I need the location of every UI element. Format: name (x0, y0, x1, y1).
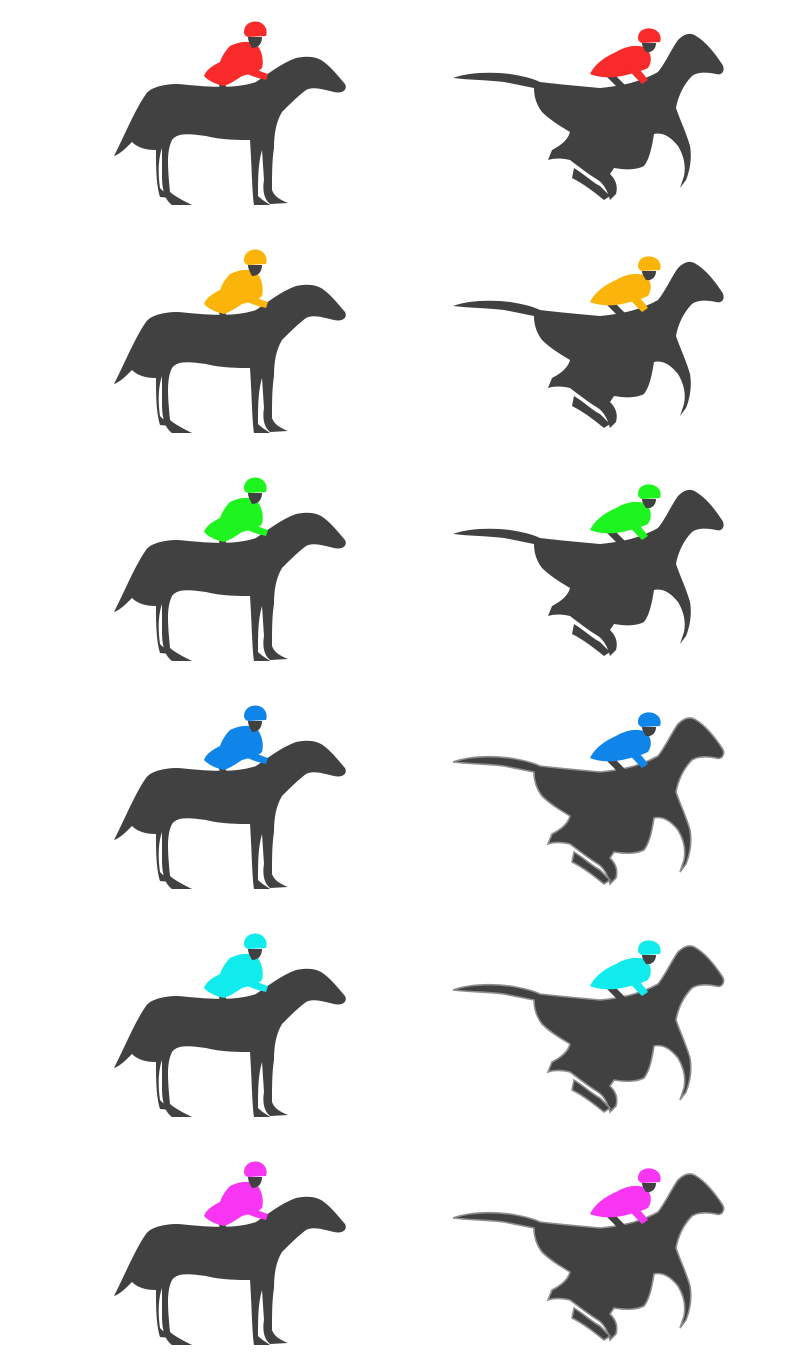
galloping-horse-hind-leg (572, 624, 610, 656)
galloping-jockey-horse-sprite (453, 28, 724, 201)
standing-horse-silhouette (114, 968, 346, 1117)
galloping-horse-hind-leg (571, 1306, 612, 1341)
standing-jockey-arm (240, 748, 268, 764)
standing-horse-silhouette (114, 1196, 346, 1345)
standing-jockey-helmet (244, 477, 267, 493)
standing-jockey-leg (218, 1220, 232, 1242)
standing-jockey-face (248, 721, 262, 732)
galloping-horse-silhouette (453, 489, 724, 656)
galloping-jockey-face (642, 1183, 656, 1193)
standing-jockey-arm (240, 976, 268, 992)
galloping-jockey-arm (626, 290, 648, 312)
galloping-jockey-horse-sprite (452, 1168, 725, 1342)
standing-jockey-arm (240, 64, 268, 80)
galloping-jockey-horse-sprite (453, 484, 724, 656)
standing-jockey-helmet (244, 1161, 267, 1177)
galloping-jockey-face (642, 955, 656, 965)
standing-jockey-arm (240, 1204, 268, 1220)
sprite-row-3 (114, 477, 724, 661)
galloping-jockey-arm (626, 518, 648, 540)
galloping-jockey-helmet (638, 940, 661, 955)
standing-horse-silhouette (114, 740, 346, 889)
standing-jockey-silks (204, 269, 263, 314)
galloping-horse-hind-leg (572, 396, 610, 428)
standing-jockey-horse-sprite (114, 1161, 346, 1345)
standing-jockey-horse-sprite (114, 705, 346, 889)
standing-jockey-helmet (244, 21, 267, 37)
standing-jockey-face (248, 493, 262, 504)
galloping-jockey-face (642, 727, 656, 737)
galloping-jockey-helmet (638, 256, 661, 271)
galloping-horse-silhouette (452, 717, 725, 886)
galloping-horse-silhouette (452, 945, 725, 1114)
sprite-row-2 (114, 249, 724, 433)
galloping-jockey-arm (626, 746, 648, 768)
galloping-jockey-face (642, 43, 656, 53)
standing-horse-silhouette (114, 56, 346, 205)
galloping-horse-silhouette (452, 1173, 725, 1342)
galloping-jockey-helmet (638, 484, 661, 499)
standing-jockey-helmet (244, 933, 267, 949)
standing-jockey-leg (218, 536, 232, 558)
galloping-jockey-arm (626, 1202, 648, 1224)
sprite-rows (114, 21, 725, 1345)
sprite-row-4 (114, 705, 725, 889)
galloping-jockey-face (642, 499, 656, 509)
standing-jockey-horse-sprite (114, 933, 346, 1117)
standing-jockey-leg (218, 992, 232, 1014)
galloping-jockey-arm (626, 974, 648, 996)
galloping-jockey-face (642, 271, 656, 281)
standing-jockey-helmet (244, 705, 267, 721)
standing-jockey-silks (204, 41, 263, 86)
standing-jockey-arm (240, 292, 268, 308)
sprite-row-6 (114, 1161, 725, 1345)
standing-jockey-horse-sprite (114, 249, 346, 433)
standing-jockey-face (248, 37, 262, 48)
galloping-jockey-helmet (638, 1168, 661, 1183)
standing-jockey-face (248, 265, 262, 276)
standing-jockey-silks (204, 953, 263, 998)
standing-jockey-leg (218, 308, 232, 330)
standing-jockey-arm (240, 520, 268, 536)
standing-jockey-leg (218, 80, 232, 102)
galloping-jockey-arm (626, 62, 648, 84)
standing-horse-silhouette (114, 284, 346, 433)
standing-jockey-silks (204, 725, 263, 770)
galloping-horse-hind-leg (571, 1078, 612, 1113)
galloping-horse-hind-leg (572, 168, 610, 200)
standing-jockey-silks (204, 1181, 263, 1226)
galloping-jockey-horse-sprite (452, 712, 725, 886)
standing-jockey-leg (218, 764, 232, 786)
galloping-jockey-helmet (638, 712, 661, 727)
galloping-jockey-horse-sprite (452, 940, 725, 1114)
standing-jockey-face (248, 949, 262, 960)
standing-jockey-horse-sprite (114, 21, 346, 205)
sprite-row-5 (114, 933, 725, 1117)
galloping-horse-hind-leg (571, 850, 612, 885)
galloping-horse-silhouette (453, 261, 724, 428)
sprite-row-1 (114, 21, 724, 205)
standing-jockey-horse-sprite (114, 477, 346, 661)
galloping-jockey-helmet (638, 28, 661, 43)
standing-jockey-helmet (244, 249, 267, 265)
galloping-jockey-horse-sprite (453, 256, 724, 428)
standing-horse-silhouette (114, 512, 346, 661)
standing-jockey-face (248, 1177, 262, 1188)
standing-jockey-silks (204, 497, 263, 542)
galloping-horse-silhouette (453, 33, 724, 201)
